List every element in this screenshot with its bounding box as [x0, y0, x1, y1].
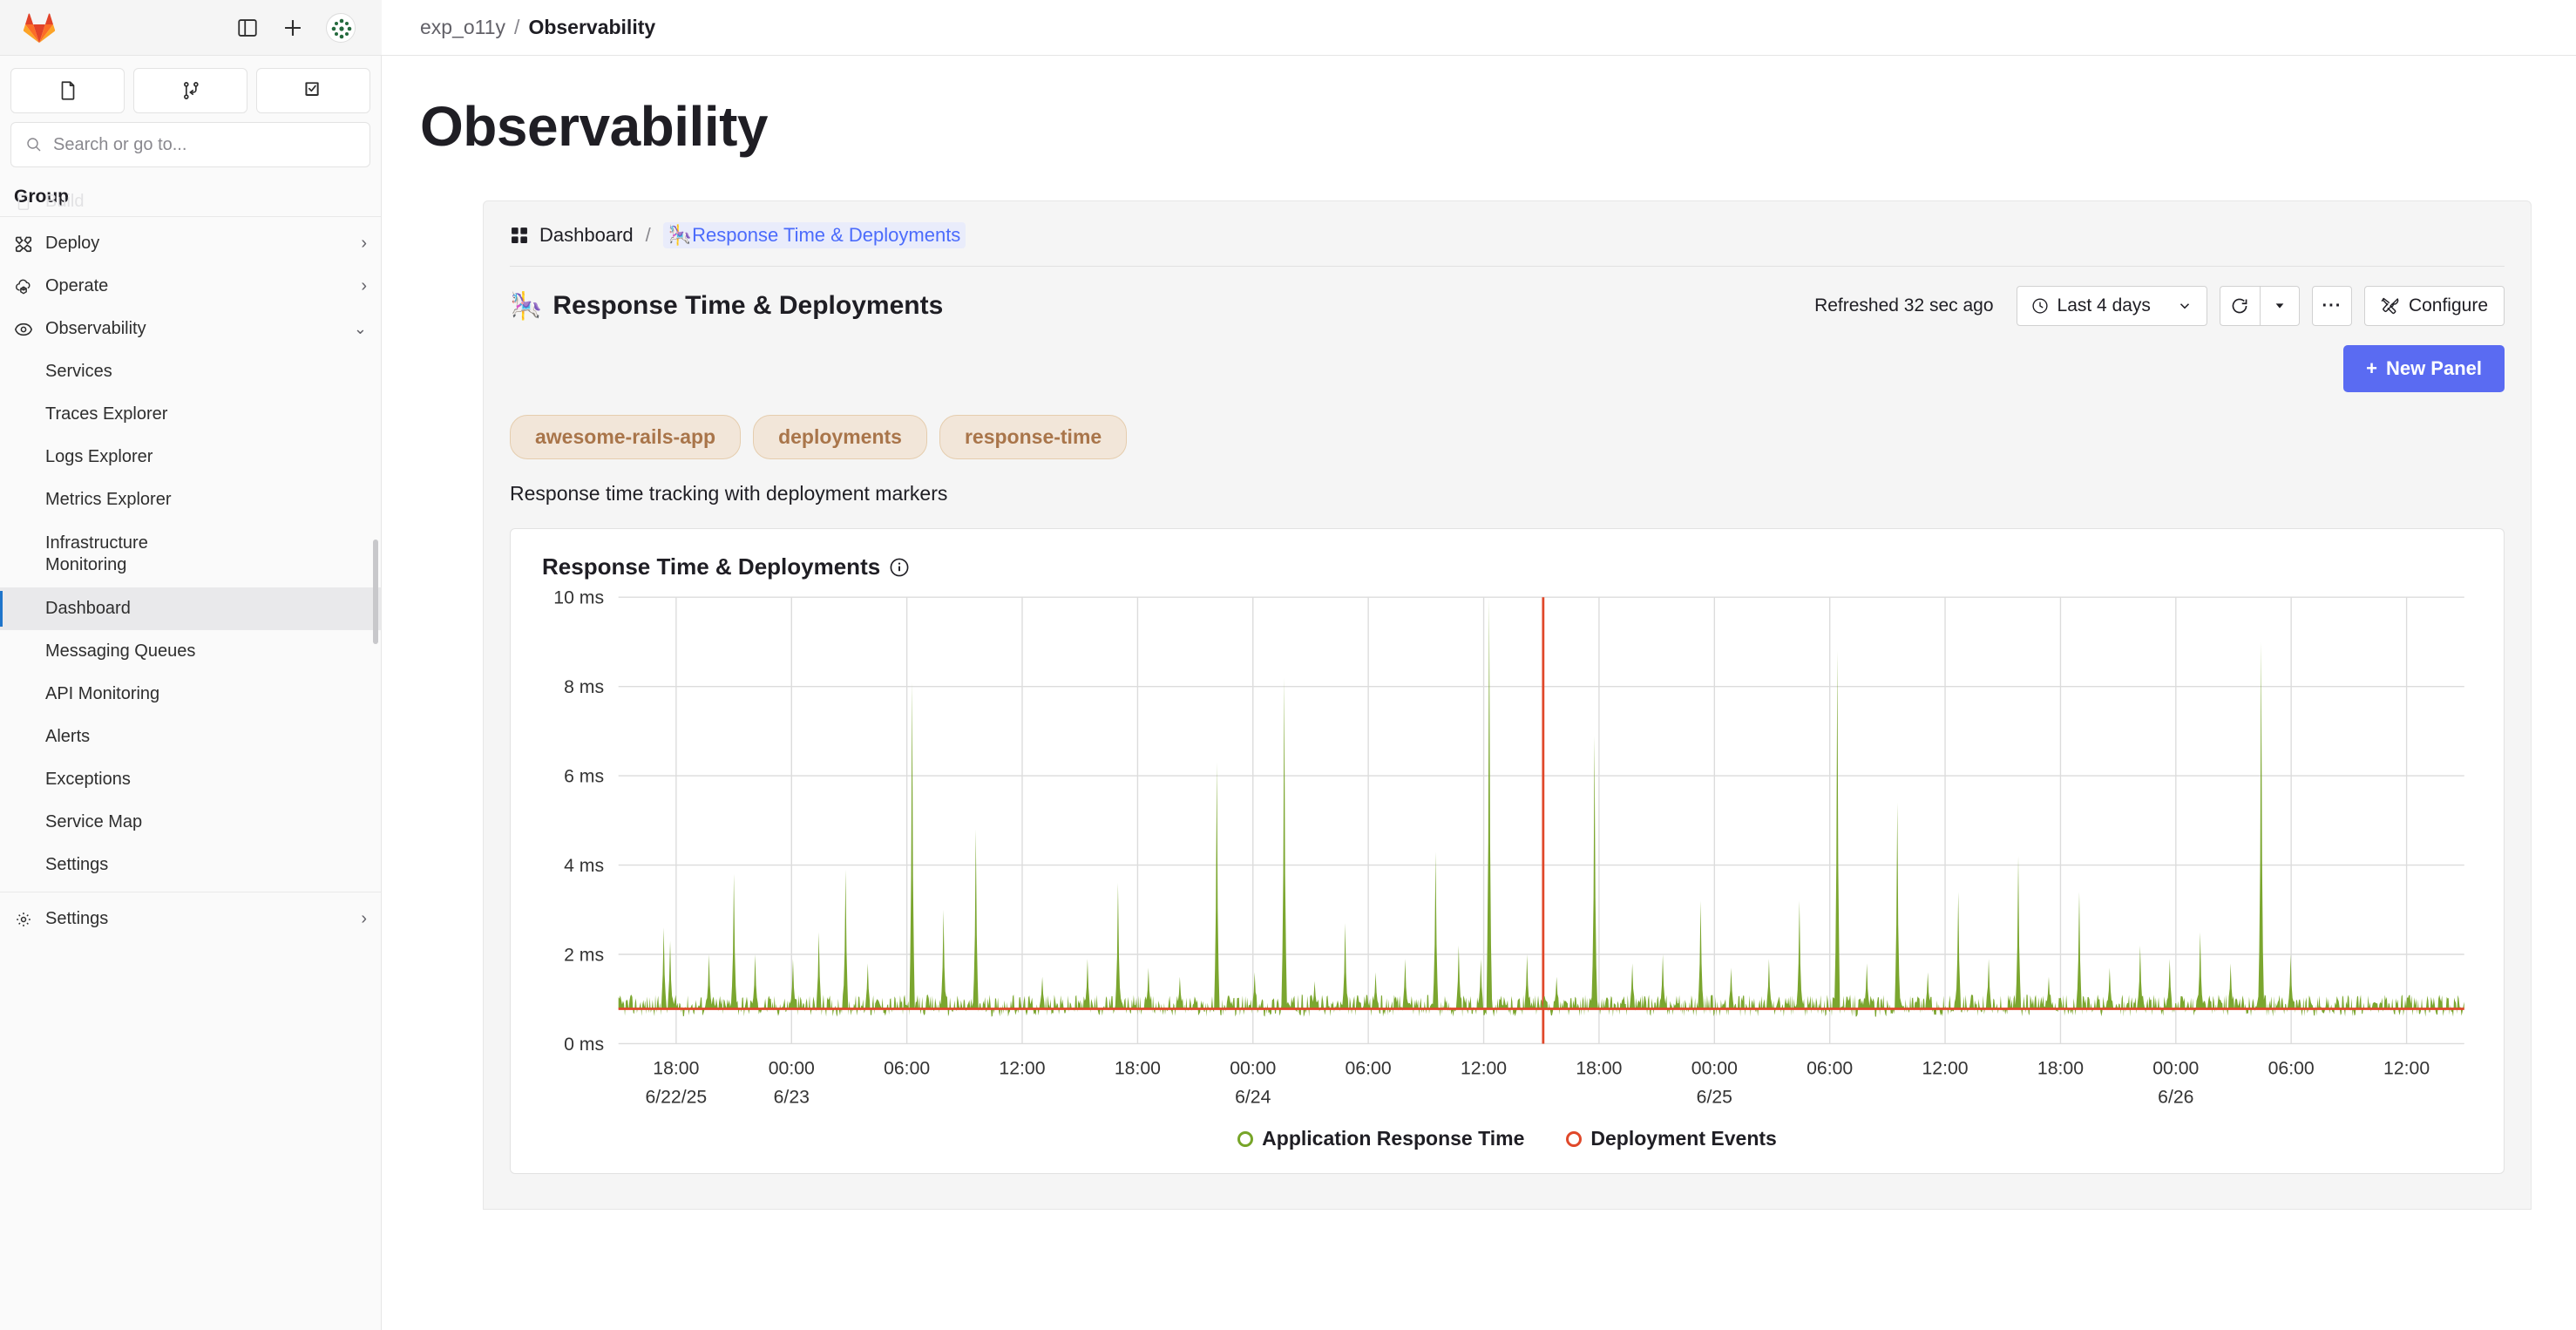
- svg-text:00:00: 00:00: [769, 1059, 815, 1079]
- svg-text:6/26: 6/26: [2158, 1088, 2193, 1108]
- svg-text:6/25: 6/25: [1697, 1088, 1732, 1108]
- svg-text:0 ms: 0 ms: [564, 1035, 604, 1055]
- svg-text:18:00: 18:00: [1576, 1059, 1622, 1079]
- svg-text:12:00: 12:00: [2383, 1059, 2430, 1079]
- svg-text:6/24: 6/24: [1235, 1088, 1271, 1108]
- svg-text:00:00: 00:00: [1691, 1059, 1738, 1079]
- svg-text:2 ms: 2 ms: [564, 945, 604, 965]
- svg-text:6 ms: 6 ms: [564, 767, 604, 787]
- svg-text:6/22/25: 6/22/25: [645, 1088, 707, 1108]
- svg-text:06:00: 06:00: [1346, 1059, 1392, 1079]
- svg-text:8 ms: 8 ms: [564, 677, 604, 697]
- svg-text:06:00: 06:00: [2268, 1059, 2315, 1079]
- svg-text:18:00: 18:00: [2037, 1059, 2084, 1079]
- svg-text:10 ms: 10 ms: [553, 589, 604, 608]
- svg-text:18:00: 18:00: [653, 1059, 699, 1079]
- svg-text:6/23: 6/23: [774, 1088, 810, 1108]
- svg-text:12:00: 12:00: [999, 1059, 1045, 1079]
- svg-text:12:00: 12:00: [1922, 1059, 1968, 1079]
- svg-text:4 ms: 4 ms: [564, 856, 604, 876]
- svg-text:06:00: 06:00: [884, 1059, 930, 1079]
- svg-text:18:00: 18:00: [1115, 1059, 1161, 1079]
- svg-text:06:00: 06:00: [1807, 1059, 1853, 1079]
- svg-text:00:00: 00:00: [2152, 1059, 2199, 1079]
- svg-text:12:00: 12:00: [1461, 1059, 1507, 1079]
- svg-text:00:00: 00:00: [1230, 1059, 1276, 1079]
